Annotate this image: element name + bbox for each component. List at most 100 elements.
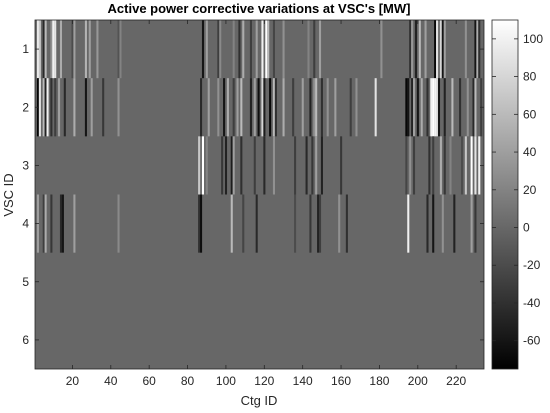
heatmap-cell xyxy=(294,136,297,195)
heatmap-cell xyxy=(413,136,416,195)
heatmap-cell xyxy=(460,136,464,195)
heatmap-cell xyxy=(318,20,322,79)
heatmap-cell xyxy=(42,194,45,253)
x-tick-label: 220 xyxy=(446,374,466,388)
heatmap-cell xyxy=(409,20,412,79)
heatmap-cell xyxy=(411,20,414,79)
heatmap-cell xyxy=(50,20,53,79)
heatmap-cell xyxy=(230,136,233,195)
heatmap-cell xyxy=(200,78,203,137)
heatmap-cell xyxy=(255,20,258,79)
y-tick-label: 1 xyxy=(22,42,29,56)
plot-area xyxy=(34,19,485,370)
heatmap-cell xyxy=(334,78,337,137)
heatmap-cell xyxy=(436,20,439,79)
heatmap-cell xyxy=(59,20,63,79)
heatmap-cell xyxy=(42,78,45,137)
heatmap-cell xyxy=(430,78,433,137)
heatmap-cell xyxy=(340,136,343,195)
heatmap-cell xyxy=(413,78,416,137)
colorbar-tick-label: -60 xyxy=(523,334,541,348)
heatmap-cell xyxy=(117,78,120,137)
x-tick-label: 100 xyxy=(216,374,236,388)
heatmap-cell xyxy=(119,20,122,79)
x-tick-label: 200 xyxy=(408,374,428,388)
heatmap-cell xyxy=(50,194,53,253)
heatmap-cell xyxy=(380,20,383,79)
heatmap-cell xyxy=(253,78,256,137)
heatmap-cell xyxy=(478,20,481,79)
colorbar: 100 80 60 40 20 0 -20 -40 -60 xyxy=(491,19,543,370)
heatmap-cell xyxy=(238,20,241,79)
heatmap-cell xyxy=(232,78,235,137)
heatmap-cell xyxy=(420,78,423,137)
heatmap-cell xyxy=(261,20,264,79)
heatmap-cell xyxy=(464,136,467,195)
colorbar-tick-label: 60 xyxy=(523,107,537,121)
heatmap-cell xyxy=(102,78,105,137)
heatmap-cell xyxy=(426,78,429,137)
heatmap-cell xyxy=(317,194,320,253)
heatmap-cell xyxy=(309,78,312,137)
colorbar-tick-label: 40 xyxy=(523,145,537,159)
heatmap-cell xyxy=(217,20,220,79)
heatmap-cell xyxy=(201,20,205,79)
heatmap-cell xyxy=(313,78,316,137)
heatmap-cell xyxy=(236,78,239,137)
heatmap-cell xyxy=(88,20,91,79)
heatmap-cell xyxy=(478,136,481,195)
heatmap-cell xyxy=(474,20,477,79)
x-tick-label: 40 xyxy=(104,374,118,388)
heatmap-cell xyxy=(71,20,74,79)
heatmap-cell xyxy=(96,20,99,79)
heatmap-cell xyxy=(292,78,295,137)
heatmap-cell xyxy=(315,78,318,137)
heatmap-cell xyxy=(249,20,252,79)
heatmap-cell xyxy=(326,78,329,137)
heatmap-cell xyxy=(426,194,429,253)
x-tick-label: 180 xyxy=(369,374,389,388)
colorbar-tick-label: 80 xyxy=(523,70,537,84)
heatmap-cell xyxy=(405,136,408,195)
x-tick-label: 140 xyxy=(293,374,313,388)
heatmap-cell xyxy=(405,78,408,137)
x-axis-label: Ctg ID xyxy=(241,393,278,408)
heatmap-cell xyxy=(305,136,308,195)
colorbar-tick-label: -20 xyxy=(523,258,541,272)
heatmap-cell xyxy=(54,78,57,137)
heatmap-cell xyxy=(476,20,479,79)
colorbar-gradient xyxy=(491,19,519,370)
heatmap-cell xyxy=(282,20,285,79)
heatmap-cell xyxy=(459,78,462,137)
heatmap-cell xyxy=(409,136,412,195)
x-axis: 20 40 60 80 100 120 140 160 180 200 220 xyxy=(66,20,467,388)
heatmap-cell xyxy=(474,136,477,195)
heatmap-cell xyxy=(38,78,41,137)
heatmap-cell xyxy=(240,136,243,195)
heatmap-cell xyxy=(217,78,220,137)
heatmap-cell xyxy=(224,136,228,195)
heatmap-cell xyxy=(265,20,268,79)
chart-title: Active power corrective variations at VS… xyxy=(108,1,411,16)
heatmap-cell xyxy=(219,20,222,79)
heatmap-cell xyxy=(428,136,431,195)
heatmap-cell xyxy=(272,20,275,79)
heatmap-cell xyxy=(434,20,437,79)
y-tick-label: 5 xyxy=(22,275,29,289)
heatmap-cell xyxy=(242,194,245,253)
heatmap-cell xyxy=(441,20,444,79)
heatmap-cell xyxy=(84,20,87,79)
heatmap-cell xyxy=(73,194,76,253)
heatmap-cell xyxy=(432,136,435,195)
heatmap-cell xyxy=(205,136,208,195)
heatmap-cell xyxy=(58,78,61,137)
heatmap-cell xyxy=(44,78,47,137)
heatmap-cell xyxy=(230,194,233,253)
heatmap-cell xyxy=(466,78,469,137)
heatmap-cell xyxy=(349,78,352,137)
x-tick-label: 80 xyxy=(181,374,195,388)
y-tick-label: 3 xyxy=(22,158,29,172)
y-tick-label: 6 xyxy=(22,333,29,347)
heatmap-cell xyxy=(205,20,208,79)
heatmap-cell xyxy=(272,78,275,137)
